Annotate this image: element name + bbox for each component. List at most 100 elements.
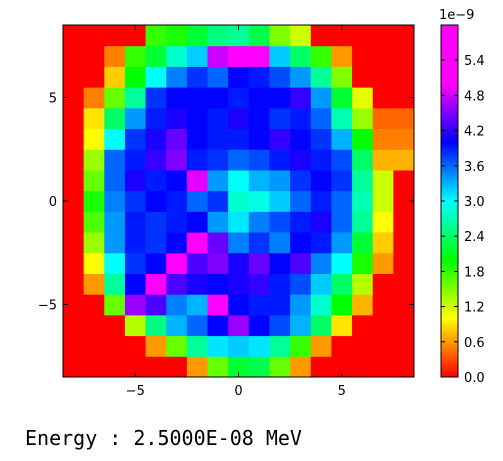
heatmap-cell bbox=[372, 66, 394, 88]
heatmap-cell bbox=[248, 87, 270, 109]
heatmap-cell bbox=[290, 128, 312, 150]
heatmap-cell bbox=[290, 149, 312, 171]
heatmap-cell bbox=[228, 128, 250, 150]
heatmap-cell bbox=[310, 128, 332, 150]
heatmap-cell bbox=[83, 169, 105, 192]
x-tick-label: 0 bbox=[234, 384, 242, 399]
heatmap-cell bbox=[269, 66, 291, 88]
heatmap-cell bbox=[104, 45, 126, 67]
heatmap-cell bbox=[248, 107, 270, 130]
heatmap-cell bbox=[63, 335, 85, 357]
y-tick-label: 5 bbox=[49, 91, 57, 106]
heatmap-cell bbox=[352, 149, 374, 171]
colorbar-tick-label: 5.4 bbox=[464, 54, 485, 69]
heatmap-cell bbox=[207, 66, 229, 88]
heatmap-cell bbox=[63, 356, 85, 378]
heatmap-cell bbox=[269, 149, 291, 171]
heatmap-cell bbox=[269, 252, 291, 274]
heatmap-cell bbox=[352, 252, 374, 274]
heatmap-cell bbox=[186, 149, 209, 171]
heatmap-cell bbox=[290, 314, 312, 337]
heatmap-cell bbox=[352, 128, 374, 150]
heatmap-cell bbox=[290, 190, 312, 212]
heatmap-cell bbox=[145, 128, 167, 150]
heatmap-cell bbox=[352, 87, 374, 109]
heatmap-cell bbox=[207, 211, 229, 233]
heatmap-cell bbox=[207, 252, 229, 274]
heatmap-cell bbox=[331, 294, 353, 316]
heatmap-cell bbox=[331, 252, 353, 274]
heatmap-cell bbox=[124, 128, 147, 150]
heatmap-cell bbox=[331, 356, 353, 378]
heatmap-cell bbox=[166, 335, 188, 357]
heatmap-cell bbox=[331, 314, 353, 337]
heatmap-cell bbox=[269, 294, 291, 316]
colorbar-tick-label: 3.6 bbox=[464, 160, 485, 175]
colorbar-tick-label: 4.2 bbox=[464, 125, 485, 140]
heatmap-cell bbox=[207, 232, 229, 254]
heatmap-cell bbox=[145, 66, 167, 88]
heatmap-cell bbox=[124, 87, 147, 109]
y-tick-label: 0 bbox=[49, 195, 57, 210]
heatmap-cell bbox=[83, 211, 105, 233]
heatmap-cell bbox=[207, 128, 229, 150]
heatmap-cell bbox=[248, 45, 270, 67]
heatmap-cell bbox=[393, 149, 415, 171]
heatmap-cell bbox=[186, 294, 209, 316]
heatmap-cell bbox=[352, 335, 374, 357]
heatmap-cell bbox=[63, 66, 85, 88]
heatmap-cell bbox=[166, 211, 188, 233]
heatmap-cell bbox=[145, 45, 167, 67]
heatmap-cell bbox=[63, 190, 85, 212]
heatmap-cell bbox=[145, 356, 167, 378]
heatmap-cell bbox=[228, 169, 250, 192]
heatmap-cell bbox=[186, 25, 209, 47]
heatmap-cell bbox=[228, 294, 250, 316]
heatmap-cell bbox=[290, 252, 312, 274]
heatmap-cell bbox=[290, 273, 312, 295]
heatmap-cell bbox=[248, 356, 270, 378]
heatmap-cell bbox=[269, 335, 291, 357]
heatmap-cell bbox=[104, 294, 126, 316]
heatmap-cell bbox=[228, 356, 250, 378]
heatmap-cell bbox=[331, 273, 353, 295]
heatmap-cell bbox=[372, 169, 394, 192]
heatmap-cell bbox=[248, 211, 270, 233]
heatmap-cell bbox=[104, 314, 126, 337]
heatmap-cell bbox=[166, 66, 188, 88]
heatmap-cell bbox=[393, 314, 415, 337]
heatmap-cell bbox=[310, 273, 332, 295]
heatmap-cell bbox=[83, 314, 105, 337]
heatmap-cell bbox=[372, 252, 394, 274]
heatmap-cell bbox=[186, 190, 209, 212]
heatmap-cell bbox=[372, 211, 394, 233]
heatmap-cell bbox=[310, 252, 332, 274]
heatmap-cell bbox=[393, 25, 415, 47]
heatmap-cell bbox=[166, 356, 188, 378]
heatmap-cell bbox=[124, 356, 147, 378]
heatmap-cell bbox=[207, 25, 229, 47]
heatmap-cell bbox=[166, 252, 188, 274]
heatmap-cell bbox=[145, 169, 167, 192]
heatmap-cell bbox=[186, 273, 209, 295]
heatmap-cell bbox=[290, 169, 312, 192]
heatmap-cell bbox=[166, 190, 188, 212]
heatmap-cell bbox=[331, 232, 353, 254]
heatmap-cell bbox=[83, 294, 105, 316]
heatmap-cell bbox=[393, 252, 415, 274]
heatmap-cell bbox=[63, 45, 85, 67]
heatmap-cell bbox=[248, 335, 270, 357]
colorbar-tick-label: 0.6 bbox=[464, 336, 485, 351]
heatmap-cell bbox=[207, 356, 229, 378]
heatmap-cell bbox=[290, 25, 312, 47]
heatmap-cell bbox=[186, 87, 209, 109]
heatmap-cell bbox=[290, 335, 312, 357]
heatmap-cell bbox=[269, 211, 291, 233]
heatmap-cell bbox=[124, 211, 147, 233]
heatmap-cell bbox=[372, 356, 394, 378]
heatmap-cell bbox=[166, 149, 188, 171]
heatmap-cell bbox=[228, 45, 250, 67]
heatmap-cell bbox=[310, 314, 332, 337]
heatmap-cell bbox=[63, 169, 85, 192]
heatmap-cell bbox=[352, 190, 374, 212]
